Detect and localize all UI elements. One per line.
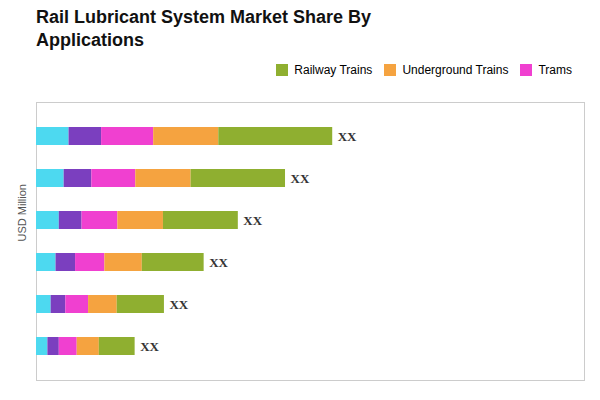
- html-text:Trams: Trams: [538, 62, 572, 77]
- html-text:Railway Trains: Railway Trains: [294, 62, 373, 77]
- svg-text:XX: XX: [209, 255, 228, 270]
- html-text:Underground Trains: Underground Trains: [402, 62, 509, 77]
- svg-text:XX: XX: [169, 297, 188, 312]
- svg-text:XX: XX: [338, 129, 357, 144]
- svg-text:USD Million: USD Million: [16, 184, 28, 241]
- svg-text:XX: XX: [140, 339, 159, 354]
- html-text:Rail Lubricant System Market S: Rail Lubricant System Market Share By Ap…: [36, 7, 372, 50]
- svg-text:XX: XX: [291, 171, 310, 186]
- svg-text:XX: XX: [243, 213, 262, 228]
